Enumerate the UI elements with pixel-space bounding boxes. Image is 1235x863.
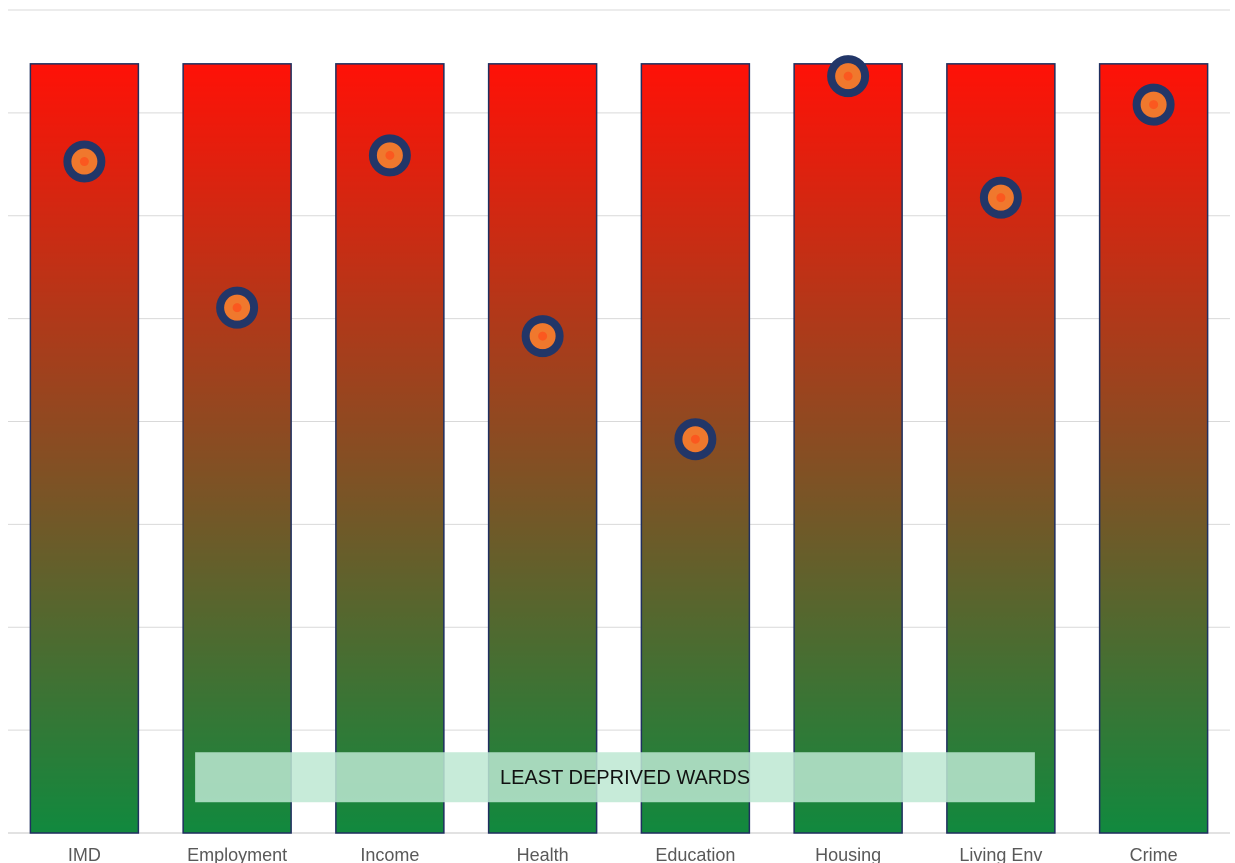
x-tick-label: IMD — [68, 845, 101, 863]
marker-center-living-env — [996, 193, 1006, 203]
x-tick-label: Income — [360, 845, 419, 863]
x-tick-label: Living Env — [959, 845, 1042, 863]
marker-center-imd — [79, 157, 89, 167]
x-tick-label: Employment — [187, 845, 287, 863]
bars — [29, 63, 1209, 834]
marker-center-crime — [1149, 100, 1159, 110]
markers — [63, 55, 1175, 461]
x-tick-label: Education — [655, 845, 735, 863]
marker-center-income — [385, 150, 395, 160]
annotation-band-group: LEAST DEPRIVED WARDS — [195, 752, 1035, 803]
bar-housing — [793, 63, 903, 834]
annotation-band — [195, 752, 1035, 803]
bar-crime — [1098, 63, 1209, 834]
annotation-band-label: LEAST DEPRIVED WARDS — [500, 767, 750, 789]
bar-imd — [29, 63, 140, 834]
marker-center-education — [690, 434, 700, 444]
bar-health — [487, 63, 598, 834]
x-tick-label: Housing — [815, 845, 881, 863]
x-tick-label: Crime — [1130, 845, 1178, 863]
marker-center-housing — [843, 71, 853, 81]
bar-employment — [182, 63, 292, 834]
category-labels: IMD Employment Income Health Education Housin… — [68, 845, 1178, 863]
bar-income — [335, 63, 445, 834]
marker-center-employment — [232, 303, 242, 313]
x-tick-label: Health — [517, 845, 569, 863]
marker-center-health — [538, 331, 548, 341]
